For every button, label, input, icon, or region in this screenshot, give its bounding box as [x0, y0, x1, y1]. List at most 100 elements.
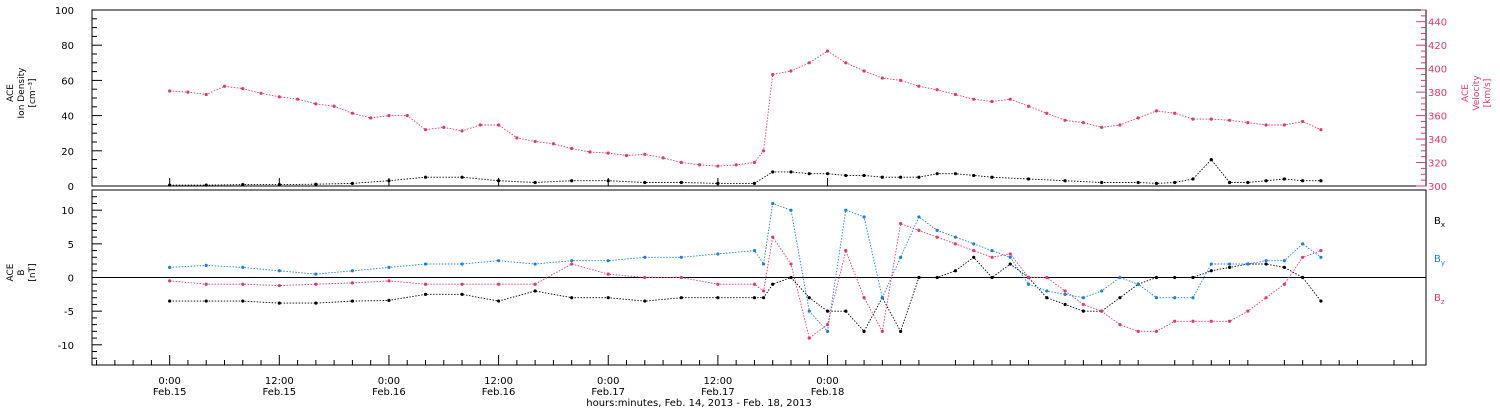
data-point [844, 208, 848, 212]
by-series [168, 201, 1323, 333]
data-point [606, 259, 610, 263]
data-point [990, 175, 994, 179]
density-series-trace [169, 158, 1321, 186]
data-point [1026, 104, 1031, 108]
data-point [771, 235, 775, 239]
y-tick-label: 20 [61, 147, 74, 158]
data-point [972, 173, 976, 178]
data-point [771, 72, 775, 77]
data-point [442, 125, 446, 129]
data-point [972, 97, 976, 101]
velocity-series-trace [169, 50, 1322, 167]
data-point [953, 235, 958, 239]
legend-by: By [1434, 254, 1445, 267]
b-tick-label: 10 [61, 206, 74, 217]
axis-label-line: Ion Density [17, 67, 27, 119]
data-point [277, 301, 281, 305]
data-point [350, 299, 355, 303]
velocity-tick-label: 400 [1428, 65, 1447, 76]
data-point [496, 282, 501, 286]
data-point [277, 283, 281, 288]
y-tick-label: 60 [61, 76, 74, 87]
legend-bx: Bx [1434, 216, 1445, 229]
b-axis-label: ACE B [nT] [6, 263, 38, 281]
data-point [1081, 121, 1085, 125]
data-point [862, 69, 866, 73]
data-point [168, 89, 172, 93]
data-point [716, 181, 720, 185]
data-point [935, 235, 939, 239]
data-point [1026, 282, 1031, 286]
data-point [990, 248, 994, 253]
data-point [277, 182, 281, 187]
legend-subscript: y [1441, 259, 1445, 267]
x-tick-date: Feb.17 [591, 387, 625, 398]
data-point [423, 262, 428, 266]
x-axis-title: hours:minutes, Feb. 14, 2013 - Feb. 18, … [586, 398, 811, 409]
data-point [661, 156, 665, 160]
axis-label-line: B [17, 269, 27, 275]
data-point [168, 265, 172, 270]
data-point [588, 150, 592, 154]
data-point [1191, 117, 1195, 121]
x-tick-time: 0:00 [816, 376, 838, 387]
data-point [1191, 275, 1195, 280]
data-point [679, 275, 683, 280]
data-point [460, 282, 464, 286]
velocity-tick-label: 320 [1428, 159, 1447, 170]
axis-label-line: [nT] [28, 263, 38, 281]
data-point [862, 296, 866, 300]
x-tick-date: Feb.15 [263, 387, 297, 398]
b-tick-label: -5 [64, 307, 74, 318]
data-point [168, 279, 172, 283]
axis-label-line: Velocity [1472, 75, 1482, 111]
data-point [295, 97, 300, 101]
data-point [1301, 179, 1305, 183]
data-point [990, 99, 994, 104]
axis-label-line: ACE [1461, 84, 1471, 102]
data-point [1319, 179, 1323, 183]
data-point [168, 299, 172, 303]
by-series-trace [169, 202, 1322, 333]
y-tick-label: 40 [61, 112, 74, 123]
velocity-tick-label: 420 [1428, 41, 1447, 52]
x-tick-date: Feb.17 [701, 387, 735, 398]
data-point [1026, 177, 1031, 181]
velocity-tick-label: 440 [1428, 18, 1447, 29]
bz-series [168, 222, 1323, 340]
data-point [716, 296, 720, 300]
data-point [350, 281, 355, 285]
data-point [369, 116, 373, 120]
data-point [698, 163, 702, 167]
bx-series [168, 255, 1323, 333]
data-point [314, 272, 318, 276]
legend-subscript: z [1441, 298, 1445, 306]
data-point [1173, 180, 1177, 185]
x-tick-time: 12:00 [703, 376, 732, 387]
legend-bz: Bz [1434, 293, 1445, 306]
data-point [1319, 128, 1323, 132]
x-tick-time: 12:00 [265, 376, 294, 387]
data-point [496, 179, 501, 183]
data-point [844, 173, 848, 178]
data-point [1301, 119, 1305, 124]
velocity-series [168, 49, 1323, 168]
data-point [1282, 177, 1286, 181]
data-point [1081, 309, 1085, 313]
axis-label-line: [km/s] [1483, 79, 1493, 108]
bz-series-trace [169, 223, 1322, 339]
x-tick-time: 0:00 [158, 376, 180, 387]
data-point [277, 269, 281, 273]
data-point [478, 123, 482, 127]
axis-label-line: [cm⁻³] [28, 78, 38, 107]
x-tick-date: Feb.16 [482, 387, 516, 398]
data-point [1209, 117, 1213, 121]
data-point [643, 275, 647, 280]
data-point [1209, 262, 1213, 266]
axis-label-line: ACE [6, 263, 16, 281]
x-tick-date: Feb.18 [811, 387, 845, 398]
data-point [1118, 275, 1122, 280]
velocity-axis-label: ACE Velocity [km/s] [1461, 75, 1493, 111]
